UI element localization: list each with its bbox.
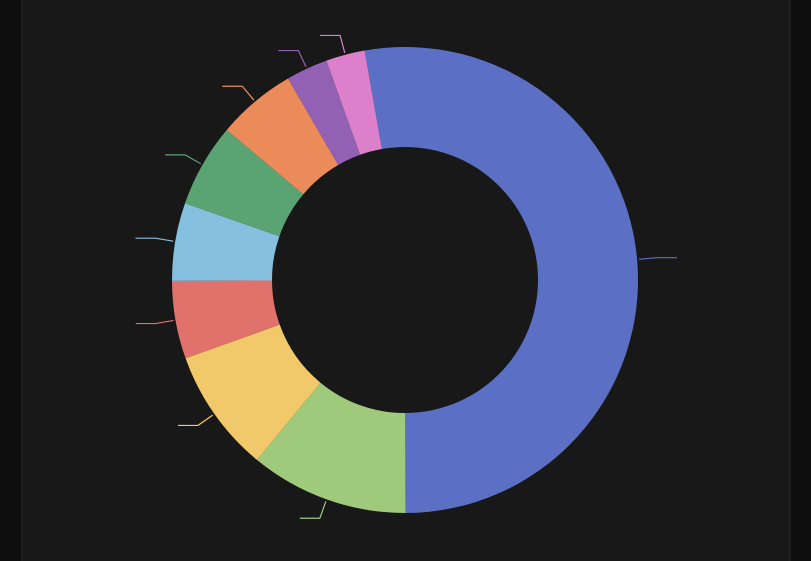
donut-slice xyxy=(256,382,406,513)
donut-slice xyxy=(172,203,280,281)
leader-line xyxy=(278,49,307,68)
donut-slice xyxy=(288,60,361,165)
leader-line xyxy=(320,34,346,54)
leader-line xyxy=(165,154,202,165)
leader-line xyxy=(299,501,327,519)
leader-line xyxy=(135,237,174,242)
leader-line xyxy=(177,414,214,427)
donut-slice xyxy=(172,280,280,359)
leader-line xyxy=(222,85,255,101)
donut-slice xyxy=(364,47,638,513)
leader-line xyxy=(135,319,174,325)
donut-slice xyxy=(184,129,304,237)
leader-line xyxy=(639,257,678,260)
donut-slice xyxy=(185,324,321,460)
donut-slice xyxy=(326,50,382,155)
donut-slice xyxy=(226,78,339,195)
